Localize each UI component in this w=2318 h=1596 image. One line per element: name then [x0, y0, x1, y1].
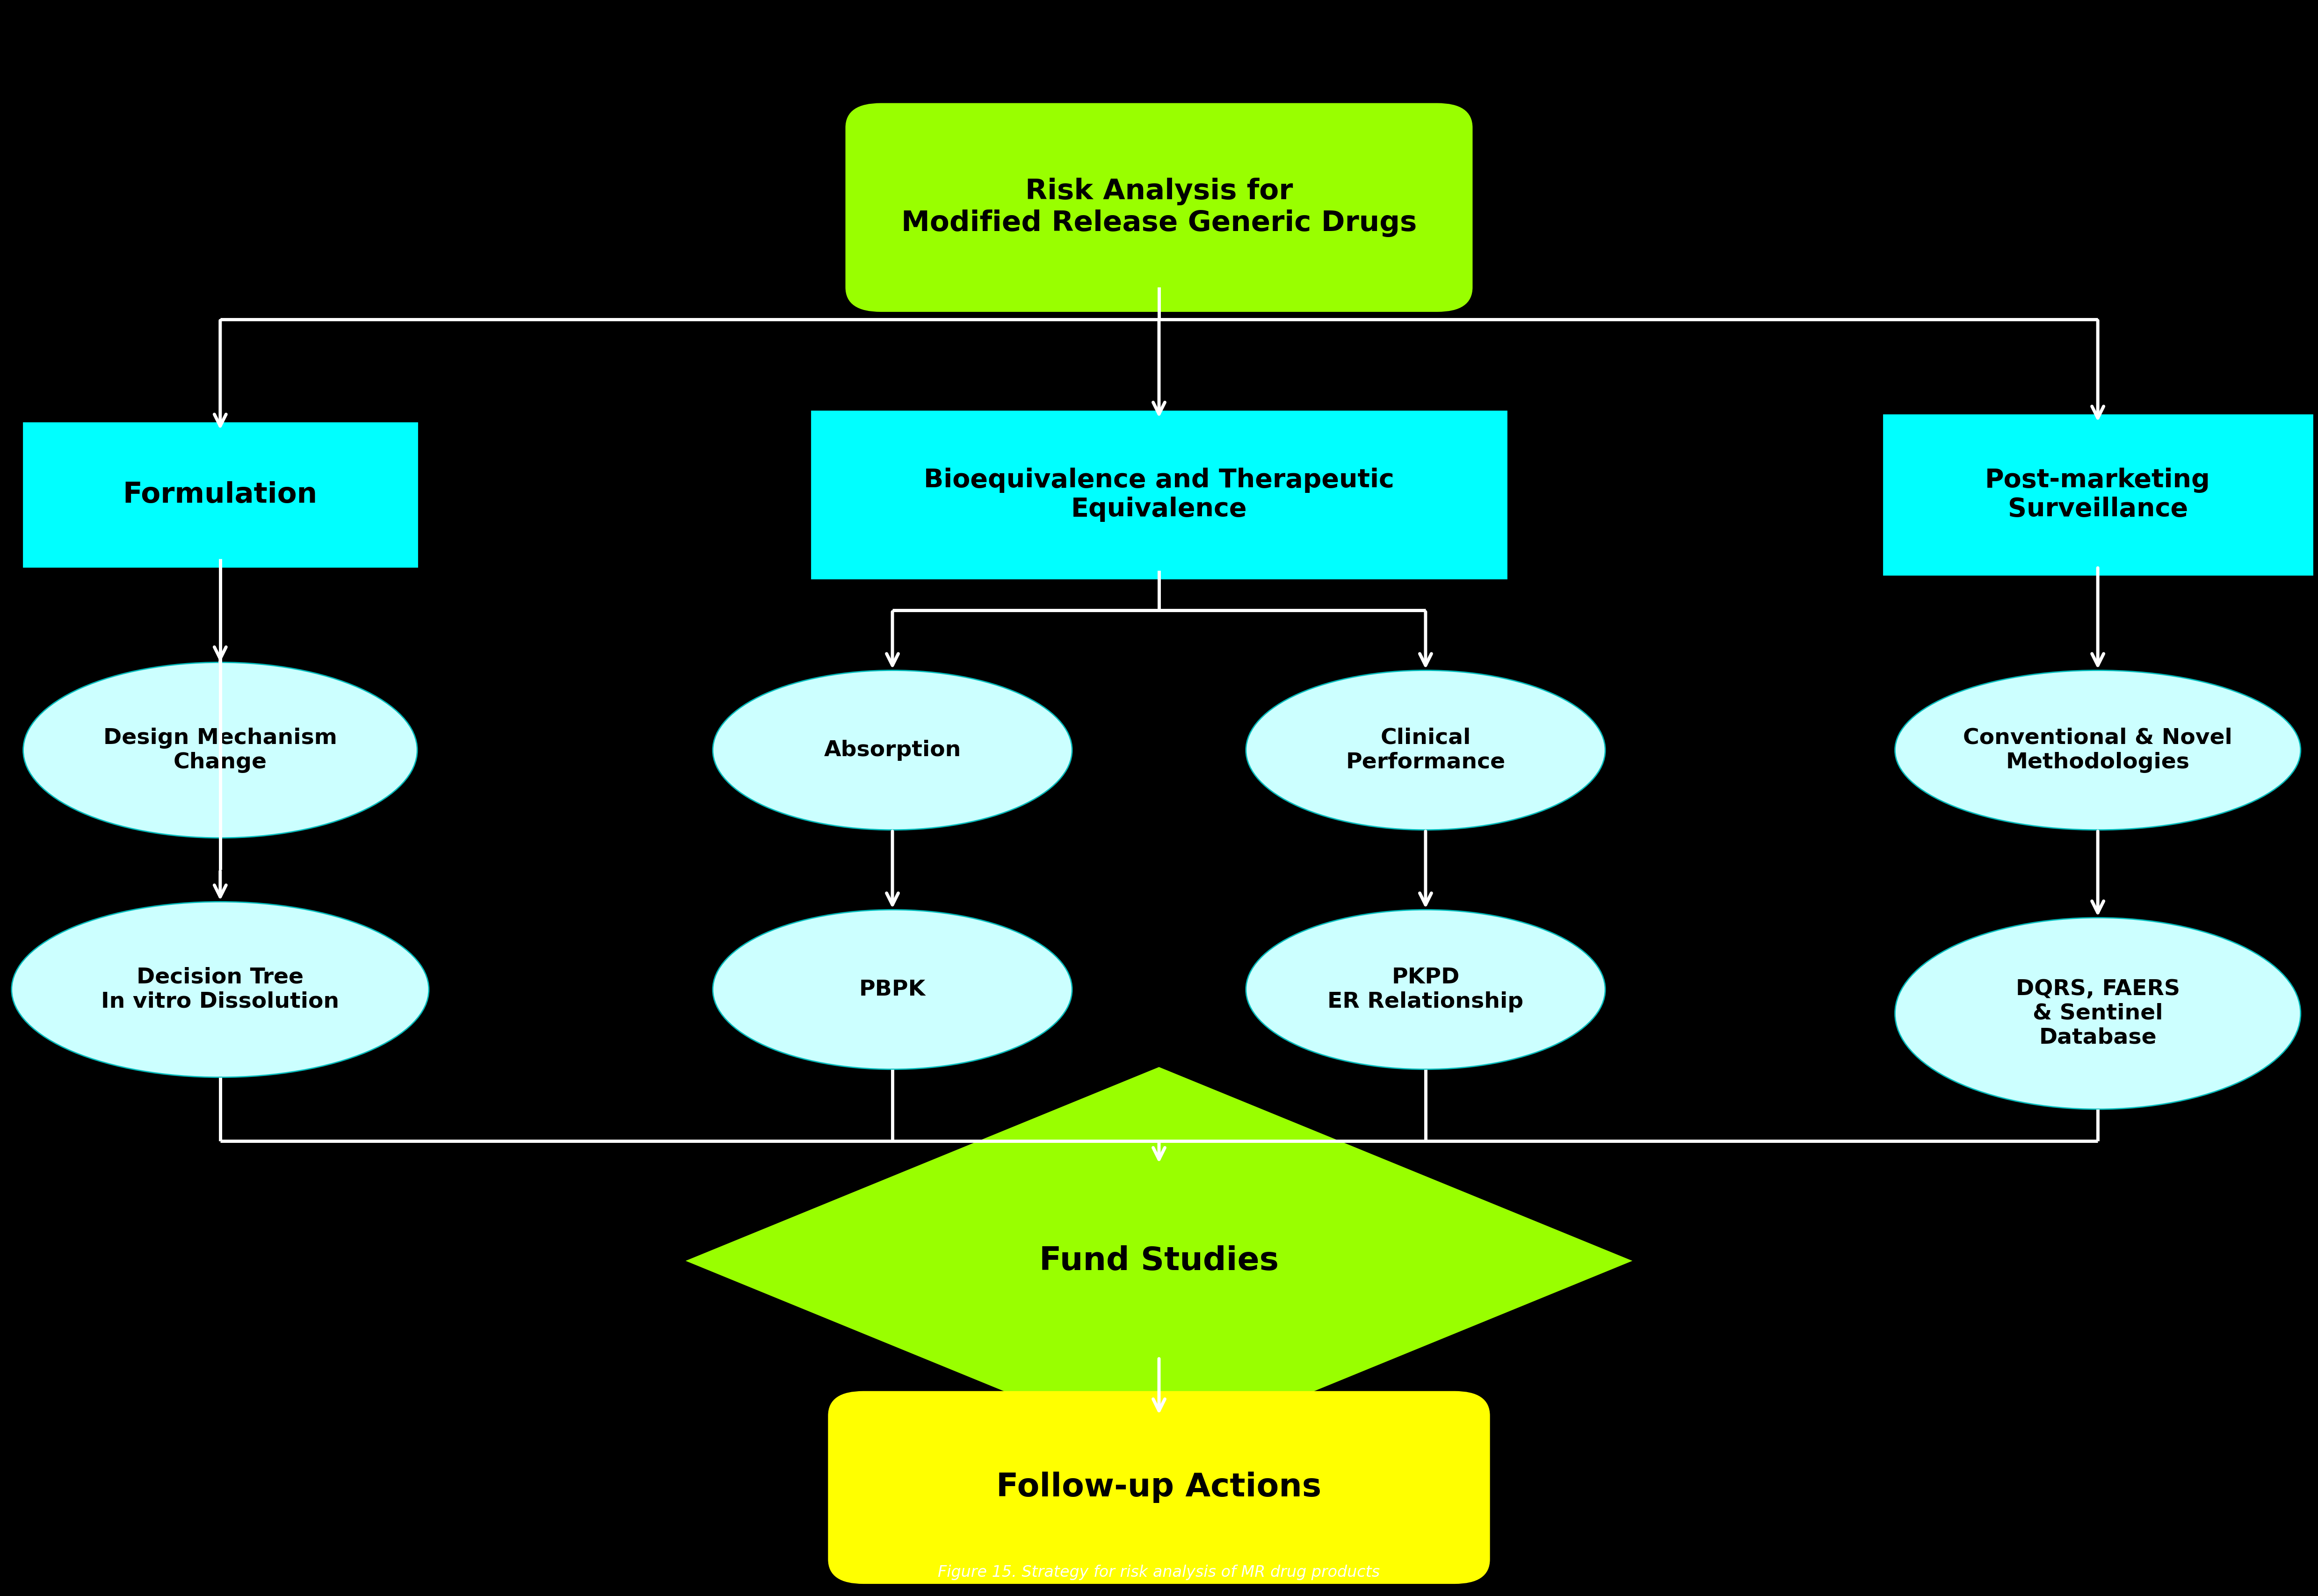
Ellipse shape — [12, 902, 429, 1077]
FancyBboxPatch shape — [830, 1392, 1490, 1583]
Text: Formulation: Formulation — [123, 480, 318, 509]
FancyBboxPatch shape — [23, 423, 417, 567]
Text: Fund Studies: Fund Studies — [1038, 1245, 1280, 1277]
Ellipse shape — [1896, 670, 2299, 830]
Polygon shape — [686, 1068, 1632, 1454]
Text: Decision Tree
In vitro Dissolution: Decision Tree In vitro Dissolution — [102, 967, 338, 1012]
Text: DQRS, FAERS
& Sentinel
Database: DQRS, FAERS & Sentinel Database — [2017, 978, 2179, 1049]
Text: PKPD
ER Relationship: PKPD ER Relationship — [1328, 967, 1523, 1012]
Ellipse shape — [714, 910, 1071, 1069]
Ellipse shape — [1247, 670, 1604, 830]
FancyBboxPatch shape — [811, 412, 1507, 579]
FancyBboxPatch shape — [1882, 415, 2313, 575]
Ellipse shape — [714, 670, 1071, 830]
Text: Bioequivalence and Therapeutic
Equivalence: Bioequivalence and Therapeutic Equivalen… — [925, 468, 1393, 522]
Text: PBPK: PBPK — [860, 978, 925, 1001]
Ellipse shape — [1247, 910, 1604, 1069]
FancyBboxPatch shape — [846, 104, 1472, 311]
Ellipse shape — [23, 662, 417, 838]
Text: Clinical
Performance: Clinical Performance — [1347, 728, 1504, 772]
Text: Post-marketing
Surveillance: Post-marketing Surveillance — [1984, 468, 2211, 522]
Ellipse shape — [1896, 918, 2299, 1109]
Text: Conventional & Novel
Methodologies: Conventional & Novel Methodologies — [1963, 728, 2232, 772]
Text: Absorption: Absorption — [823, 739, 962, 761]
Text: Design Mechanism
Change: Design Mechanism Change — [104, 728, 336, 772]
Text: Risk Analysis for
Modified Release Generic Drugs: Risk Analysis for Modified Release Gener… — [902, 177, 1416, 238]
Text: Follow-up Actions: Follow-up Actions — [997, 1472, 1321, 1503]
Text: Figure 15. Strategy for risk analysis of MR drug products: Figure 15. Strategy for risk analysis of… — [939, 1564, 1379, 1580]
